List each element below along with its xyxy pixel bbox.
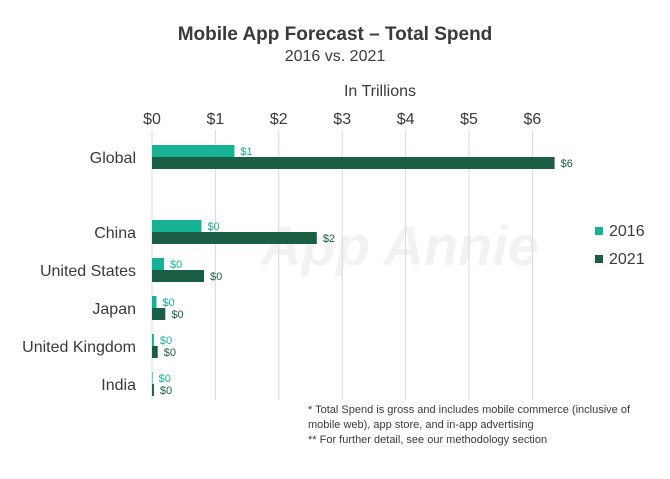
x-tick-label: $1	[207, 111, 225, 128]
data-label-2016: $0	[170, 259, 182, 271]
bar-2021	[152, 384, 154, 396]
category-label: United States	[40, 263, 136, 280]
x-tick-label: $6	[524, 111, 542, 128]
x-tick-label: $2	[270, 111, 288, 128]
watermark-text: App Annie	[259, 214, 539, 277]
footnotes: * Total Spend is gross and includes mobi…	[308, 403, 648, 448]
category-label: Japan	[92, 301, 136, 318]
bar-2016	[152, 258, 165, 270]
bar-2021	[152, 232, 317, 244]
x-tick-label: $4	[397, 111, 415, 128]
bar-2016	[152, 220, 202, 232]
data-label-2021: $0	[171, 309, 183, 321]
category-label: United Kingdom	[22, 339, 136, 356]
bar-2021	[152, 157, 555, 169]
axis-unit-label: In Trillions	[343, 83, 417, 100]
x-tick-label: $5	[460, 111, 478, 128]
data-label-2016: $0	[159, 373, 171, 385]
chart-title: Mobile App Forecast – Total Spend	[177, 24, 493, 45]
data-label-2021: $2	[323, 233, 335, 245]
data-label-2021: $0	[210, 271, 222, 283]
data-label-2016: $0	[162, 297, 174, 309]
x-tick-label: $3	[333, 111, 351, 128]
category-label: India	[101, 377, 136, 394]
bar-2016	[152, 145, 235, 157]
data-label-2016: $0	[207, 221, 219, 233]
bar-2016	[152, 372, 153, 384]
footnote-2: ** For further detail, see our methodolo…	[308, 434, 548, 446]
bar-2016	[152, 296, 157, 308]
legend-label-2021: 2021	[609, 251, 645, 268]
legend-swatch-2016	[595, 227, 603, 235]
bar-2021	[152, 308, 166, 320]
data-label-2021: $6	[561, 158, 573, 170]
footnote-1: * Total Spend is gross and includes mobi…	[308, 404, 631, 431]
bar-2021	[152, 346, 158, 358]
legend-label-2016: 2016	[609, 223, 645, 240]
data-label-2021: $0	[164, 347, 176, 359]
chart-subtitle: 2016 vs. 2021	[284, 48, 386, 65]
data-label-2021: $0	[160, 385, 172, 397]
data-label-2016: $1	[240, 146, 252, 158]
x-tick-label: $0	[143, 111, 161, 128]
category-label: Global	[90, 150, 136, 167]
category-label: China	[94, 225, 136, 242]
bar-2021	[152, 270, 204, 282]
data-label-2016: $0	[160, 335, 172, 347]
legend-swatch-2021	[595, 255, 603, 263]
bar-2016	[152, 334, 154, 346]
